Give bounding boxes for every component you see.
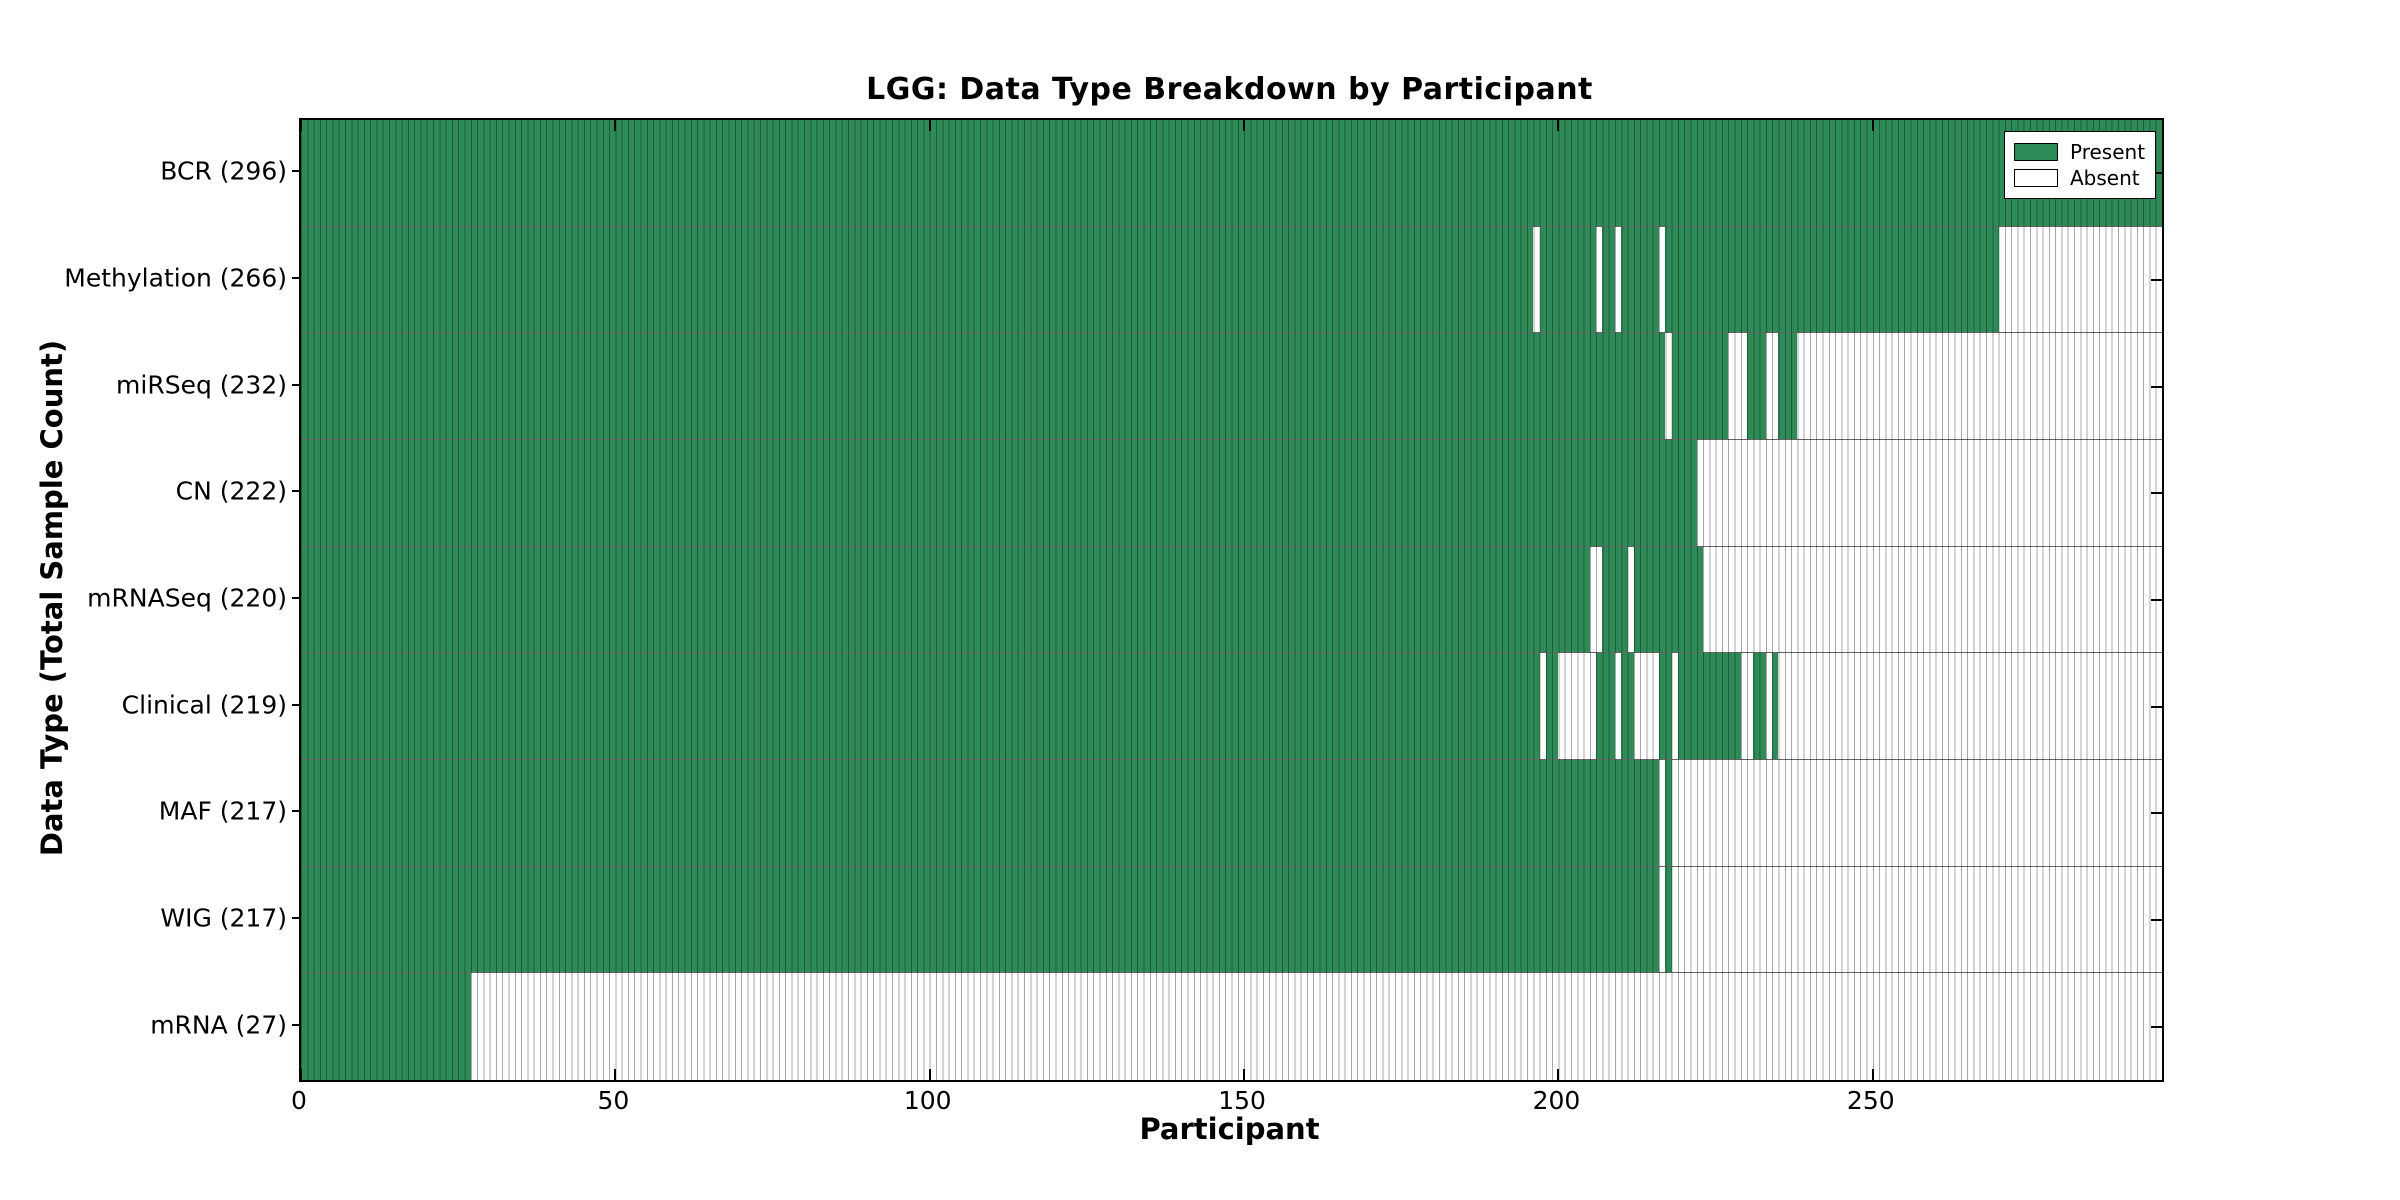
heatmap-row-CN <box>301 439 2162 547</box>
x-tick-mark <box>1243 1069 1246 1080</box>
present-segment <box>1677 653 1741 759</box>
y-tick-label-miRSeq: miRSeq (232) <box>116 370 287 400</box>
legend: Present Absent <box>2004 131 2156 199</box>
present-segment <box>1772 653 1779 759</box>
heatmap-row-BCR <box>301 120 2162 227</box>
y-tick-label-Clinical: Clinical (219) <box>121 690 287 720</box>
chart-title: LGG: Data Type Breakdown by Participant <box>866 72 1593 107</box>
present-segment <box>1665 226 1999 333</box>
y-tick-mark-left <box>292 703 299 706</box>
x-tick-mark-top <box>928 120 931 131</box>
present-segment <box>301 653 1540 759</box>
x-tick-mark-top <box>614 120 617 131</box>
present-segment <box>301 973 471 1080</box>
y-tick-mark-right <box>2151 492 2162 495</box>
y-tick-mark-right <box>2151 812 2162 815</box>
present-segment <box>1545 653 1559 759</box>
present-swatch <box>2014 143 2058 161</box>
y-tick-mark-right <box>2151 172 2162 175</box>
x-tick-mark <box>614 1069 617 1080</box>
present-segment <box>1596 653 1615 759</box>
y-tick-mark-left <box>292 490 299 493</box>
legend-entry-present: Present <box>2014 139 2146 165</box>
present-segment <box>301 546 1590 653</box>
y-tick-mark-right <box>2151 705 2162 708</box>
y-tick-mark-right <box>2151 385 2162 388</box>
legend-label-absent: Absent <box>2070 166 2140 190</box>
present-segment <box>301 333 1666 439</box>
y-axis-label: Data Type (Total Sample Count) <box>35 339 69 857</box>
heatmap-row-WIG <box>301 866 2162 974</box>
x-tick-mark-top <box>1557 120 1560 131</box>
heatmap-row-Methylation <box>301 226 2162 334</box>
x-tick-mark-top <box>1871 120 1874 131</box>
y-tick-mark-left <box>292 1023 299 1026</box>
y-tick-mark-left <box>292 383 299 386</box>
y-tick-mark-right <box>2151 599 2162 601</box>
present-segment <box>301 759 1660 866</box>
x-tick-label: 200 <box>1532 1086 1581 1115</box>
legend-label-present: Present <box>2070 140 2146 164</box>
x-tick-label: 250 <box>1846 1086 1895 1115</box>
y-tick-mark-left <box>292 810 299 813</box>
y-tick-label-WIG: WIG (217) <box>160 903 287 933</box>
y-tick-mark-right <box>2151 1025 2162 1028</box>
y-tick-mark-left <box>292 277 299 279</box>
present-segment <box>1671 333 1729 439</box>
x-tick-label: 100 <box>903 1086 952 1115</box>
heatmap-row-mRNASeq <box>301 546 2162 654</box>
x-tick-mark <box>300 1069 302 1080</box>
y-tick-label-Methylation: Methylation (266) <box>64 263 287 293</box>
y-tick-mark-left <box>292 917 299 919</box>
present-segment <box>1621 653 1634 759</box>
y-tick-mark-right <box>2151 278 2162 281</box>
present-segment <box>1753 653 1766 759</box>
y-tick-label-mRNA: mRNA (27) <box>150 1010 287 1040</box>
x-tick-mark <box>928 1069 931 1080</box>
present-segment <box>1659 653 1672 759</box>
y-tick-label-mRNASeq: mRNASeq (220) <box>87 583 287 613</box>
legend-entry-absent: Absent <box>2014 165 2146 191</box>
present-segment <box>1602 226 1615 333</box>
present-segment <box>301 226 1534 333</box>
x-axis-label: Participant <box>1139 1112 1320 1146</box>
y-tick-label-BCR: BCR (296) <box>160 156 287 186</box>
x-tick-label: 50 <box>597 1086 630 1115</box>
present-segment <box>1621 226 1660 333</box>
heatmap-row-mRNA <box>301 973 2162 1080</box>
x-tick-mark-top <box>1243 120 1246 131</box>
x-tick-mark <box>1557 1069 1560 1080</box>
y-tick-mark-right <box>2151 919 2162 921</box>
y-tick-mark-left <box>292 170 299 173</box>
present-segment <box>301 120 2162 226</box>
present-segment <box>1539 226 1597 333</box>
heatmap-row-miRSeq <box>301 333 2162 440</box>
present-segment <box>301 866 1660 973</box>
present-segment <box>1778 333 1798 439</box>
heatmap-row-Clinical <box>301 653 2162 760</box>
absent-swatch <box>2014 169 2058 187</box>
y-tick-label-CN: CN (222) <box>175 476 287 506</box>
plot-area: Present Absent <box>299 118 2164 1082</box>
present-segment <box>301 439 1697 546</box>
y-tick-mark-left <box>292 597 299 599</box>
present-segment <box>1602 546 1628 653</box>
present-segment <box>1665 866 1672 973</box>
present-segment <box>1633 546 1704 653</box>
present-segment <box>1747 333 1766 439</box>
x-tick-mark-top <box>300 120 302 131</box>
y-tick-label-MAF: MAF (217) <box>158 796 287 826</box>
x-tick-mark <box>1871 1069 1874 1080</box>
heatmap-row-MAF <box>301 759 2162 867</box>
present-segment <box>1665 759 1672 866</box>
x-tick-label: 0 <box>291 1086 307 1115</box>
x-tick-label: 150 <box>1218 1086 1266 1115</box>
